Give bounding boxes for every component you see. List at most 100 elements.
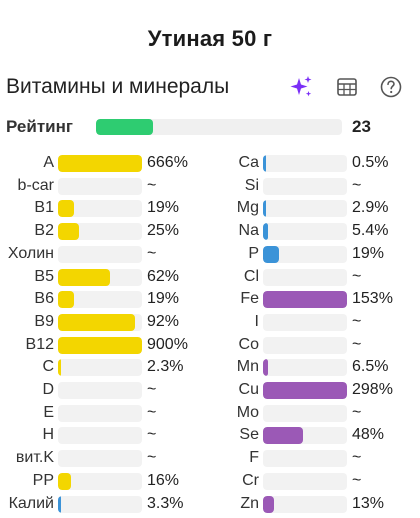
nutrient-label: Mn: [236, 358, 259, 376]
nutrient-value: 5.4%: [352, 222, 389, 240]
nutrient-row: Cu 298%: [0, 380, 420, 402]
nutrient-row: B9 92%: [0, 312, 420, 334]
nutrient-value: ~: [147, 244, 157, 262]
nutrient-value: ~: [147, 403, 157, 421]
nutrient-bar-fill: [263, 200, 266, 218]
nutrient-row: B2 25%: [0, 221, 420, 243]
nutrient-bar-fill: [263, 223, 268, 241]
nutrient-bar: [58, 291, 142, 309]
nutrient-bar: [263, 427, 347, 445]
help-icon[interactable]: [378, 74, 404, 100]
nutrient-value: ~: [352, 267, 362, 285]
nutrient-value: ~: [352, 471, 362, 489]
nutrient-label: B9: [34, 312, 54, 330]
section-title: Витамины и минералы: [6, 75, 230, 98]
nutrient-row: Co ~: [0, 335, 420, 357]
nutrient-value: ~: [352, 335, 362, 353]
nutrient-value: 2.9%: [352, 199, 389, 217]
nutrient-label: Zn: [240, 494, 259, 512]
nutrient-bar: [263, 177, 347, 195]
nutrient-value: ~: [147, 449, 157, 467]
nutrient-bar-fill: [263, 427, 304, 445]
nutrient-bar: [263, 472, 347, 490]
nutrient-label: Ca: [238, 154, 259, 171]
nutrient-row: Mn 6.5%: [0, 357, 420, 379]
nutrient-bar-fill: [263, 245, 279, 263]
nutrient-bar: [263, 404, 347, 422]
nutrient-label: Cl: [243, 267, 259, 285]
nutrient-bar: [58, 472, 142, 490]
table-icon[interactable]: [334, 74, 360, 100]
nutrient-bar: [263, 155, 347, 172]
nutrient-row: A 666%: [0, 153, 420, 175]
nutrient-label: B5: [34, 267, 54, 285]
nutrient-row: Na 5.4%: [0, 221, 420, 243]
nutrient-value: 13%: [352, 494, 385, 512]
nutrient-value: ~: [147, 176, 157, 194]
nutrient-label: Cu: [238, 381, 259, 398]
rating-bar-fill: [96, 119, 153, 135]
nutrient-bar: [58, 427, 142, 445]
nutrient-bar: [263, 359, 347, 377]
nutrient-value: ~: [352, 312, 362, 330]
nutrient-value: 0.5%: [352, 154, 389, 171]
nutrient-bar-fill: [58, 268, 111, 286]
nutrient-bar: [263, 495, 347, 513]
nutrient-label: Mo: [236, 403, 259, 421]
rating-bar: [96, 119, 342, 135]
section-header: Витамины и минералы: [6, 74, 410, 102]
nutrient-value: ~: [352, 403, 362, 421]
nutrient-label: B12: [25, 335, 54, 353]
nutrient-value: ~: [147, 426, 157, 444]
sparkle-icon[interactable]: [288, 74, 314, 100]
nutrient-label: F: [249, 449, 259, 467]
nutrient-row: Si ~: [0, 176, 420, 198]
nutrient-bar-fill: [58, 472, 72, 490]
nutrient-label: Co: [238, 335, 259, 353]
nutrient-value: 900%: [147, 335, 188, 353]
nutrient-bar: [58, 336, 142, 354]
nutrient-row: Mg 2.9%: [0, 198, 420, 220]
nutrient-row: B5 62%: [0, 267, 420, 289]
nutrient-label: B1: [34, 199, 54, 217]
nutrient-label: Калий: [8, 494, 54, 512]
nutrient-row: D ~: [0, 380, 420, 402]
nutrient-bar: [58, 200, 142, 218]
nutrient-value: 48%: [352, 426, 385, 444]
nutrient-value: 62%: [147, 267, 180, 285]
nutrient-label: Na: [238, 222, 259, 240]
nutrient-bar-fill: [58, 313, 136, 331]
nutrient-label: B6: [34, 290, 54, 308]
nutrient-row: Zn 13%: [0, 494, 420, 516]
nutrient-row: b-car ~: [0, 176, 420, 198]
nutrient-value: ~: [352, 176, 362, 194]
nutrient-bar-fill: [58, 155, 142, 172]
nutrient-label: вит.K: [15, 449, 54, 467]
nutrient-row: Холин ~: [0, 244, 420, 266]
nutrient-bar: [263, 336, 347, 354]
nutrient-label: C: [42, 358, 54, 376]
nutrient-row: P 19%: [0, 244, 420, 266]
nutrient-label: I: [254, 312, 259, 330]
nutrient-value: 666%: [147, 154, 188, 171]
nutrient-row: F ~: [0, 448, 420, 470]
nutrient-bar-fill: [58, 359, 61, 377]
nutrient-value: ~: [147, 381, 157, 398]
nutrient-bar-fill: [58, 223, 79, 241]
nutrient-value: 19%: [147, 290, 180, 308]
nutrient-bar-fill: [58, 200, 74, 218]
nutrient-bar: [263, 223, 347, 241]
nutrient-row: I ~: [0, 312, 420, 334]
nutrient-bar: [58, 495, 142, 513]
nutrient-bar-fill: [58, 336, 142, 354]
nutrient-bar-fill: [263, 382, 347, 399]
nutrient-bar: [263, 450, 347, 468]
nutrient-row: Fe 153%: [0, 289, 420, 311]
nutrient-bar: [58, 177, 142, 195]
nutrient-row: B12 900%: [0, 335, 420, 357]
nutrient-label: Se: [239, 426, 259, 444]
nutrient-label: Si: [244, 176, 259, 194]
nutrient-bar-fill: [263, 155, 266, 172]
nutrient-row: Калий 3.3%: [0, 494, 420, 516]
nutrient-label: B2: [34, 222, 54, 240]
